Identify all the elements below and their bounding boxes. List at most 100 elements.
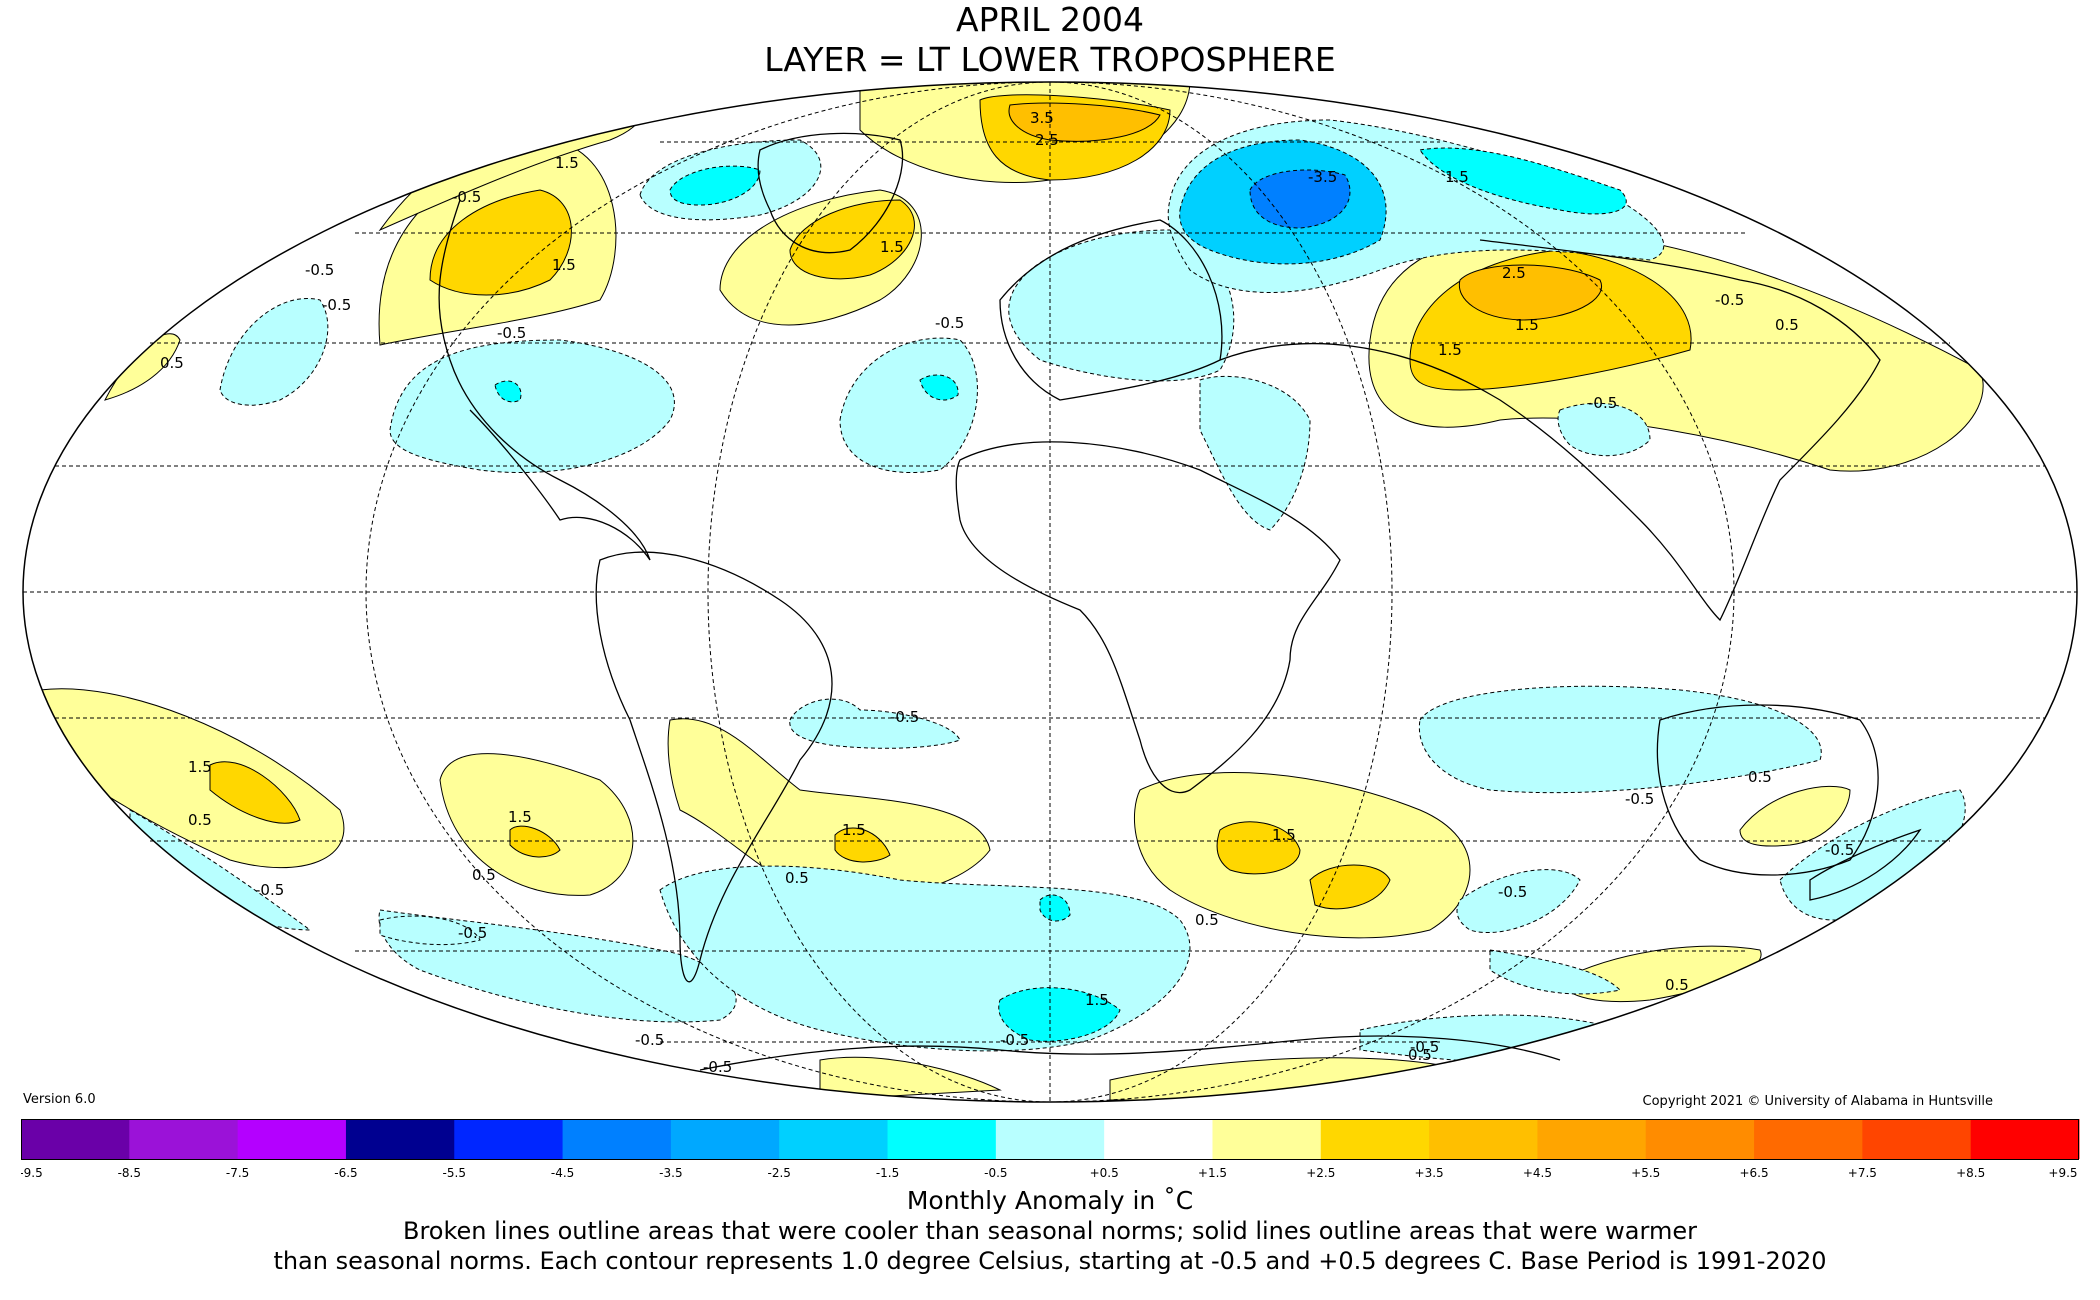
colorbar-swatch <box>1754 1119 1863 1159</box>
colorbar-border <box>21 1119 2079 1160</box>
colorbar-swatch <box>1862 1119 1972 1159</box>
colorbar-tick-label: +0.5 <box>1090 1166 1119 1180</box>
contour-label: 1.5 <box>555 154 579 172</box>
colorbar-tick-label: +3.5 <box>1415 1166 1444 1180</box>
contour-label: 0.5 <box>1195 911 1219 929</box>
colorbar-swatch <box>1320 1119 1430 1159</box>
contour-label: 0.5 <box>160 354 184 372</box>
colorbar-tick-labels: -9.5 -8.5 -7.5 -6.5 -5.5 -4.5 -3.5 -2.5 -1.5 -0.5… <box>21 1166 2078 1180</box>
colorbar-swatch <box>887 1119 997 1159</box>
contour-label: 1.5 <box>880 238 904 256</box>
colorbar-swatch <box>454 1119 564 1159</box>
contour-label: 1.5 <box>1085 991 1109 1009</box>
contour-label: -0.5 <box>452 188 481 206</box>
warm-region-south-pacific-mid-core <box>509 825 561 858</box>
colorbar-swatch <box>345 1119 455 1159</box>
warm-region-south-pacific-west-core <box>209 761 301 824</box>
contour-label: -0.5 <box>458 924 487 942</box>
contour-label: 0.5 <box>1408 1046 1432 1064</box>
cool-region-russia-core <box>1249 169 1351 229</box>
contour-label: -0.5 <box>635 1031 664 1049</box>
warm-region-south-pacific-mid <box>439 753 634 896</box>
cool-region-canada-core <box>669 165 761 206</box>
contour-label: -0.5 <box>1625 790 1654 808</box>
contour-label: 0.5 <box>1748 768 1772 786</box>
map-title: APRIL 2004 <box>956 0 1144 39</box>
contour-label: -0.5 <box>890 708 919 726</box>
caption-line-2: than seasonal norms. Each contour repres… <box>273 1247 1827 1275</box>
colorbar-tick-label: +2.5 <box>1306 1166 1335 1180</box>
colorbar-swatch <box>1970 1119 2080 1159</box>
colorbar-swatch <box>1212 1119 1322 1159</box>
antarctica-coast <box>699 1035 1561 1071</box>
contour-label: 0.5 <box>1665 976 1689 994</box>
warm-region-south-indian-core <box>1309 864 1391 910</box>
north-america-coast <box>438 199 651 561</box>
colorbar-tick-label: +7.5 <box>1848 1166 1877 1180</box>
colorbar: -9.5 -8.5 -7.5 -6.5 -5.5 -4.5 -3.5 -2.5 -1.5 -0.5… <box>21 1119 2080 1180</box>
cool-region-north-atlantic <box>839 337 978 474</box>
colorbar-swatch <box>21 1119 130 1159</box>
contour-label: 2.5 <box>1035 131 1059 149</box>
colorbar-tick-label: +4.5 <box>1523 1166 1552 1180</box>
warm-region-greenland-core <box>789 199 915 280</box>
colorbar-title: Monthly Anomaly in ˚C <box>906 1186 1194 1215</box>
colorbar-tick-label: +6.5 <box>1739 1166 1768 1180</box>
contour-label: 0.5 <box>472 866 496 884</box>
colorbar-tick-label: +9.5 <box>2048 1166 2077 1180</box>
warm-region-asia-peak <box>1458 264 1603 321</box>
contour-label: 1.5 <box>1515 316 1539 334</box>
colorbar-swatch <box>1429 1119 1538 1159</box>
caption-line-1: Broken lines outline areas that were coo… <box>403 1217 1697 1245</box>
new-zealand-coast <box>1809 828 1922 901</box>
contour-label: -0.5 <box>1588 394 1617 412</box>
graticule <box>23 81 2077 1103</box>
south-america-coast <box>595 551 833 983</box>
asia-coast <box>1219 239 1881 622</box>
cool-region-north-atlantic-core <box>919 374 959 401</box>
contour-label: -0.5 <box>497 324 526 342</box>
colorbar-swatch <box>779 1119 889 1159</box>
contour-label: 1.5 <box>188 758 212 776</box>
contour-label: 0.5 <box>785 869 809 887</box>
colorbar-tick-label: +1.5 <box>1198 1166 1227 1180</box>
warm-region-south-pacific-west <box>39 688 345 869</box>
warm-region-south-america-core <box>834 827 891 863</box>
cool-region-southern-ocean-core <box>1039 894 1071 922</box>
colorbar-swatch <box>129 1119 239 1159</box>
anomaly-map: 1.5 -0.5 1.5 -0.5 -0.5 0.5 -0.5 1.5 3.5 … <box>22 81 2078 1103</box>
colorbar-tick-label: +5.5 <box>1631 1166 1660 1180</box>
contour-label: -0.5 <box>703 1058 732 1076</box>
greenland-coast <box>757 132 904 254</box>
contour-label: 1.5 <box>1438 341 1462 359</box>
colorbar-swatch <box>1104 1119 1213 1159</box>
cool-region-south-asia <box>1557 402 1651 457</box>
contour-label: 1.5 <box>1445 168 1469 186</box>
cool-region-indian-ocean <box>1418 685 1822 794</box>
colorbar-tick-label: -6.5 <box>334 1166 357 1180</box>
warm-region-north-america-core <box>429 189 572 296</box>
contour-label: -0.5 <box>1715 291 1744 309</box>
cool-region-siberia <box>1419 147 1627 215</box>
contour-label: -0.5 <box>1825 841 1854 859</box>
colorbar-boxes <box>21 1119 2080 1160</box>
colorbar-swatch <box>1537 1119 1647 1159</box>
version-label: Version 6.0 <box>23 1092 96 1107</box>
contour-label: 3.5 <box>1030 109 1054 127</box>
cool-region-southern-indian <box>1456 869 1581 934</box>
contour-label: 0.5 <box>188 811 212 829</box>
cool-region-south-atlantic <box>789 698 961 749</box>
contour-label-group: 1.5 -0.5 1.5 -0.5 -0.5 0.5 -0.5 1.5 3.5 … <box>160 109 1854 1076</box>
cool-region-antarctic-peninsula <box>998 987 1121 1042</box>
cool-region-north-america <box>389 339 675 473</box>
colorbar-tick-label: -8.5 <box>118 1166 141 1180</box>
colorbar-tick-label: -3.5 <box>659 1166 682 1180</box>
australia-coast <box>1656 704 1879 876</box>
contour-label: -0.5 <box>322 296 351 314</box>
contour-label: -0.5 <box>935 314 964 332</box>
colorbar-tick-label: -0.5 <box>984 1166 1007 1180</box>
warm-region-south-atlantic-africa-core <box>1216 821 1301 875</box>
colorbar-swatch <box>670 1119 780 1159</box>
warm-region-arctic-peak <box>1008 102 1161 142</box>
contour-label: -0.5 <box>305 261 334 279</box>
